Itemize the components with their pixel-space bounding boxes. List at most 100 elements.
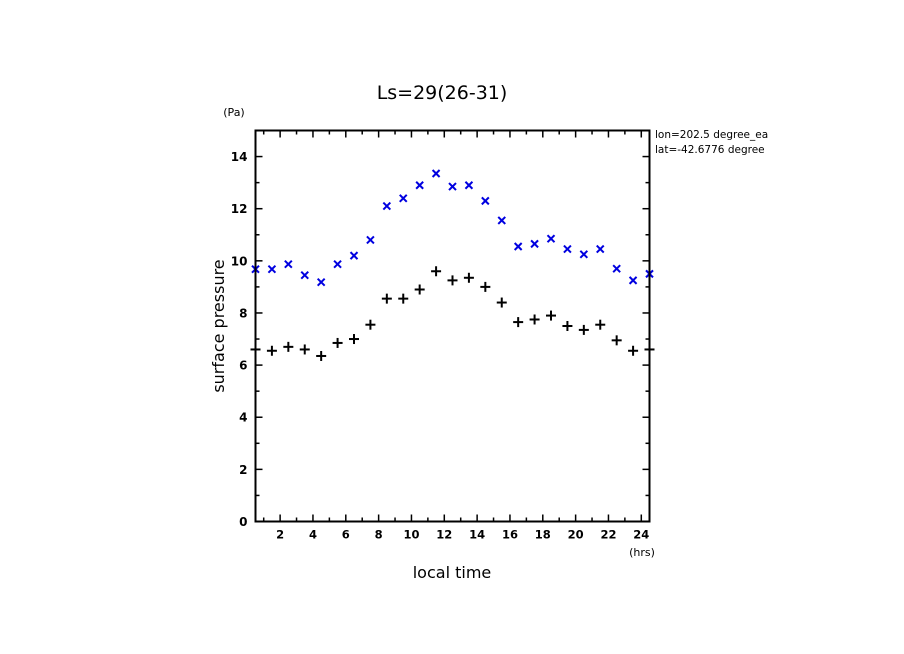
blue-x-point bbox=[415, 181, 424, 190]
black-plus-point bbox=[529, 314, 540, 325]
black-plus-point bbox=[299, 344, 310, 355]
blue-x-point bbox=[563, 244, 572, 254]
x-stroke bbox=[431, 169, 441, 178]
x-stroke bbox=[366, 235, 375, 245]
black-plus-point bbox=[513, 317, 524, 328]
blue-x-point bbox=[284, 260, 293, 269]
black-plus-point bbox=[463, 272, 474, 283]
y-tick-label: 6 bbox=[239, 359, 247, 373]
black-plus-point bbox=[266, 345, 277, 356]
blue-x-point bbox=[481, 196, 490, 206]
y-axis-label: surface pressure bbox=[209, 259, 228, 392]
x-stroke bbox=[628, 276, 638, 285]
x-unit-label: (hrs) bbox=[629, 546, 655, 559]
black-plus-point bbox=[349, 334, 359, 345]
x-stroke bbox=[316, 278, 326, 287]
blue-x-point bbox=[596, 244, 605, 254]
x-stroke bbox=[399, 194, 408, 203]
blue-x-point bbox=[267, 264, 277, 274]
x-tick-label: 14 bbox=[469, 528, 485, 542]
x-stroke bbox=[382, 201, 392, 211]
blue-x-point bbox=[497, 216, 506, 225]
black-plus-point bbox=[283, 341, 294, 352]
black-plus-point bbox=[628, 345, 639, 356]
blue-x-point bbox=[513, 242, 523, 251]
y-unit-label: (Pa) bbox=[223, 106, 244, 119]
x-tick-label: 20 bbox=[568, 528, 584, 542]
x-tick-label: 22 bbox=[600, 528, 616, 542]
x-stroke bbox=[497, 216, 506, 225]
blue-x-point bbox=[448, 182, 457, 191]
x-stroke bbox=[546, 234, 556, 243]
black-plus-point bbox=[447, 275, 458, 286]
black-plus-point bbox=[578, 324, 589, 335]
black-plus-point bbox=[562, 321, 573, 331]
black-plus-point bbox=[431, 266, 442, 277]
x-stroke bbox=[284, 260, 293, 269]
annotation-clip bbox=[780, 125, 904, 160]
black-plus-point bbox=[414, 284, 425, 295]
blue-x-point bbox=[431, 169, 441, 178]
annotation-lat: lat=-42.6776 degree bbox=[655, 144, 765, 156]
black-plus-point bbox=[365, 319, 376, 330]
blue-x-point bbox=[530, 239, 539, 249]
x-stroke bbox=[530, 239, 539, 249]
black-plus-point bbox=[398, 293, 409, 304]
x-tick-label: 8 bbox=[375, 528, 383, 542]
y-tick-label: 2 bbox=[239, 463, 247, 477]
x-stroke bbox=[300, 270, 309, 280]
blue-x-point bbox=[464, 181, 474, 190]
y-tick-label: 0 bbox=[239, 515, 247, 529]
x-tick-label: 6 bbox=[342, 528, 350, 542]
x-stroke bbox=[349, 251, 359, 260]
x-stroke bbox=[448, 182, 457, 191]
x-tick-label: 16 bbox=[502, 528, 518, 542]
x-stroke bbox=[612, 264, 621, 273]
x-stroke bbox=[267, 264, 277, 274]
plot-frame bbox=[254, 129, 651, 523]
x-tick-label: 12 bbox=[436, 528, 452, 542]
blue-x-point bbox=[382, 201, 392, 211]
x-tick-label: 4 bbox=[309, 528, 317, 542]
blue-x-point bbox=[399, 194, 408, 203]
y-tick-label: 14 bbox=[231, 150, 248, 164]
annotation-lon: lon=202.5 degree_ea bbox=[655, 129, 768, 141]
x-tick-label: 18 bbox=[535, 528, 551, 542]
black-plus-point bbox=[611, 335, 622, 346]
blue-x-point bbox=[333, 260, 342, 269]
blue-x-point bbox=[546, 234, 556, 243]
x-stroke bbox=[513, 242, 523, 251]
blue-x-point bbox=[612, 264, 621, 273]
y-tick-label: 10 bbox=[231, 254, 248, 268]
black-plus-point bbox=[595, 319, 606, 330]
x-stroke bbox=[481, 196, 490, 206]
data-marks bbox=[250, 169, 655, 361]
black-plus-point bbox=[546, 310, 556, 321]
x-stroke bbox=[563, 244, 572, 254]
x-stroke bbox=[579, 250, 589, 259]
x-stroke bbox=[333, 260, 342, 269]
y-tick-label: 12 bbox=[231, 202, 248, 216]
black-plus-point bbox=[381, 293, 392, 304]
blue-x-point bbox=[628, 276, 638, 285]
x-tick-label: 2 bbox=[276, 528, 284, 542]
black-plus-point bbox=[316, 350, 327, 361]
chart-title: Ls=29(26-31) bbox=[377, 82, 508, 104]
y-tick-label: 4 bbox=[239, 411, 247, 425]
blue-x-point bbox=[579, 250, 589, 259]
x-tick-label: 24 bbox=[633, 528, 649, 542]
x-stroke bbox=[464, 181, 474, 190]
x-stroke bbox=[596, 244, 605, 254]
black-plus-point bbox=[480, 281, 491, 292]
blue-x-point bbox=[349, 251, 359, 260]
y-tick-label: 8 bbox=[239, 306, 247, 320]
blue-x-point bbox=[366, 235, 375, 245]
x-axis-label: local time bbox=[413, 563, 492, 582]
x-tick-label: 10 bbox=[403, 528, 419, 542]
blue-x-point bbox=[316, 278, 326, 287]
blue-x-point bbox=[300, 270, 309, 280]
x-stroke bbox=[415, 181, 424, 190]
black-plus-point bbox=[332, 337, 343, 348]
